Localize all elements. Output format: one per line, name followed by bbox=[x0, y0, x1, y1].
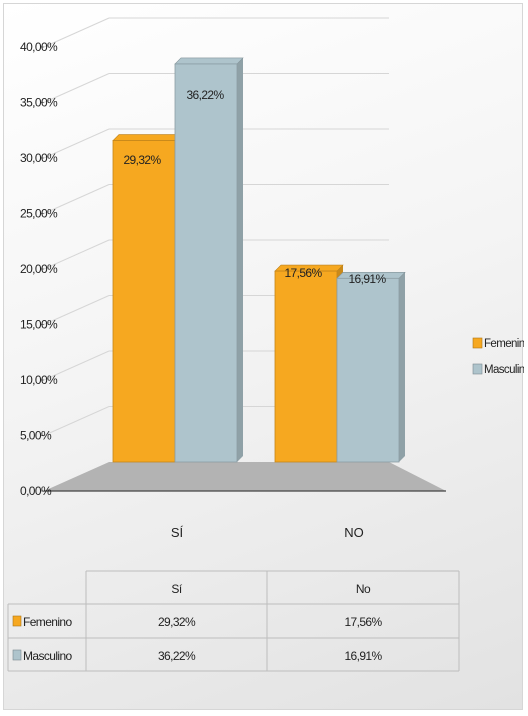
y-tick-label: 10,00% bbox=[20, 373, 58, 387]
bar-top-face bbox=[112, 134, 182, 141]
legend-label-femenino: Femenino bbox=[484, 338, 524, 350]
data-label: 16,91% bbox=[348, 272, 386, 286]
table-header: Sí bbox=[171, 582, 182, 596]
gridline-diagonal bbox=[43, 239, 110, 270]
table-row-label: Masculino bbox=[23, 649, 73, 663]
data-label: 36,22% bbox=[186, 88, 224, 102]
gridline-diagonal bbox=[43, 17, 110, 48]
category-label: NO bbox=[344, 525, 364, 540]
gridline-diagonal bbox=[43, 350, 110, 381]
bar-top-face bbox=[174, 57, 244, 65]
legend-swatch-masculino bbox=[472, 363, 483, 375]
bar-side-face bbox=[237, 57, 243, 462]
table-swatch-femenino bbox=[12, 615, 22, 627]
y-tick-label: 15,00% bbox=[20, 318, 58, 332]
table-cell: 16,91% bbox=[344, 649, 382, 663]
chart-svg: 0,00% 5,00% 10,00% 15,00% 20,00% 25,00% 30,00%… bbox=[7, 17, 528, 672]
table-header: No bbox=[356, 582, 371, 596]
y-tick-label: 5,00% bbox=[20, 429, 52, 443]
bar-femenino-sí bbox=[112, 140, 176, 463]
bar-side-face bbox=[399, 272, 405, 462]
legend-label-masculino: Masculino bbox=[484, 364, 524, 376]
gridline-diagonal bbox=[43, 406, 110, 436]
y-tick-label: 20,00% bbox=[20, 262, 58, 276]
gridline-diagonal bbox=[43, 73, 110, 103]
table-row-label: Femenino bbox=[23, 615, 72, 629]
category-label: SÍ bbox=[171, 525, 184, 540]
table-cell: 36,22% bbox=[158, 649, 196, 663]
chart-floor bbox=[44, 462, 446, 491]
chart-frame: 0,00% 5,00% 10,00% 15,00% 20,00% 25,00% 30,00%… bbox=[3, 3, 528, 710]
table-cell: 17,56% bbox=[344, 615, 382, 629]
data-label: 29,32% bbox=[123, 153, 161, 167]
table-cell: 29,32% bbox=[158, 615, 196, 629]
gridline-diagonal bbox=[43, 295, 110, 325]
data-label: 17,56% bbox=[284, 266, 322, 280]
bar-femenino-no bbox=[274, 270, 338, 463]
y-tick-label: 25,00% bbox=[20, 207, 58, 221]
y-tick-label: 35,00% bbox=[20, 96, 58, 110]
y-tick-label: 0,00% bbox=[20, 484, 52, 498]
gridline-diagonal bbox=[43, 184, 110, 214]
y-tick-label: 30,00% bbox=[20, 151, 58, 165]
y-tick-label: 40,00% bbox=[20, 40, 58, 54]
gridline-diagonal bbox=[43, 128, 110, 159]
bar-masculino-sí bbox=[174, 63, 238, 463]
table-swatch-masculino bbox=[12, 649, 22, 661]
bar-masculino-no bbox=[336, 277, 400, 463]
legend-swatch-femenino bbox=[472, 337, 483, 349]
